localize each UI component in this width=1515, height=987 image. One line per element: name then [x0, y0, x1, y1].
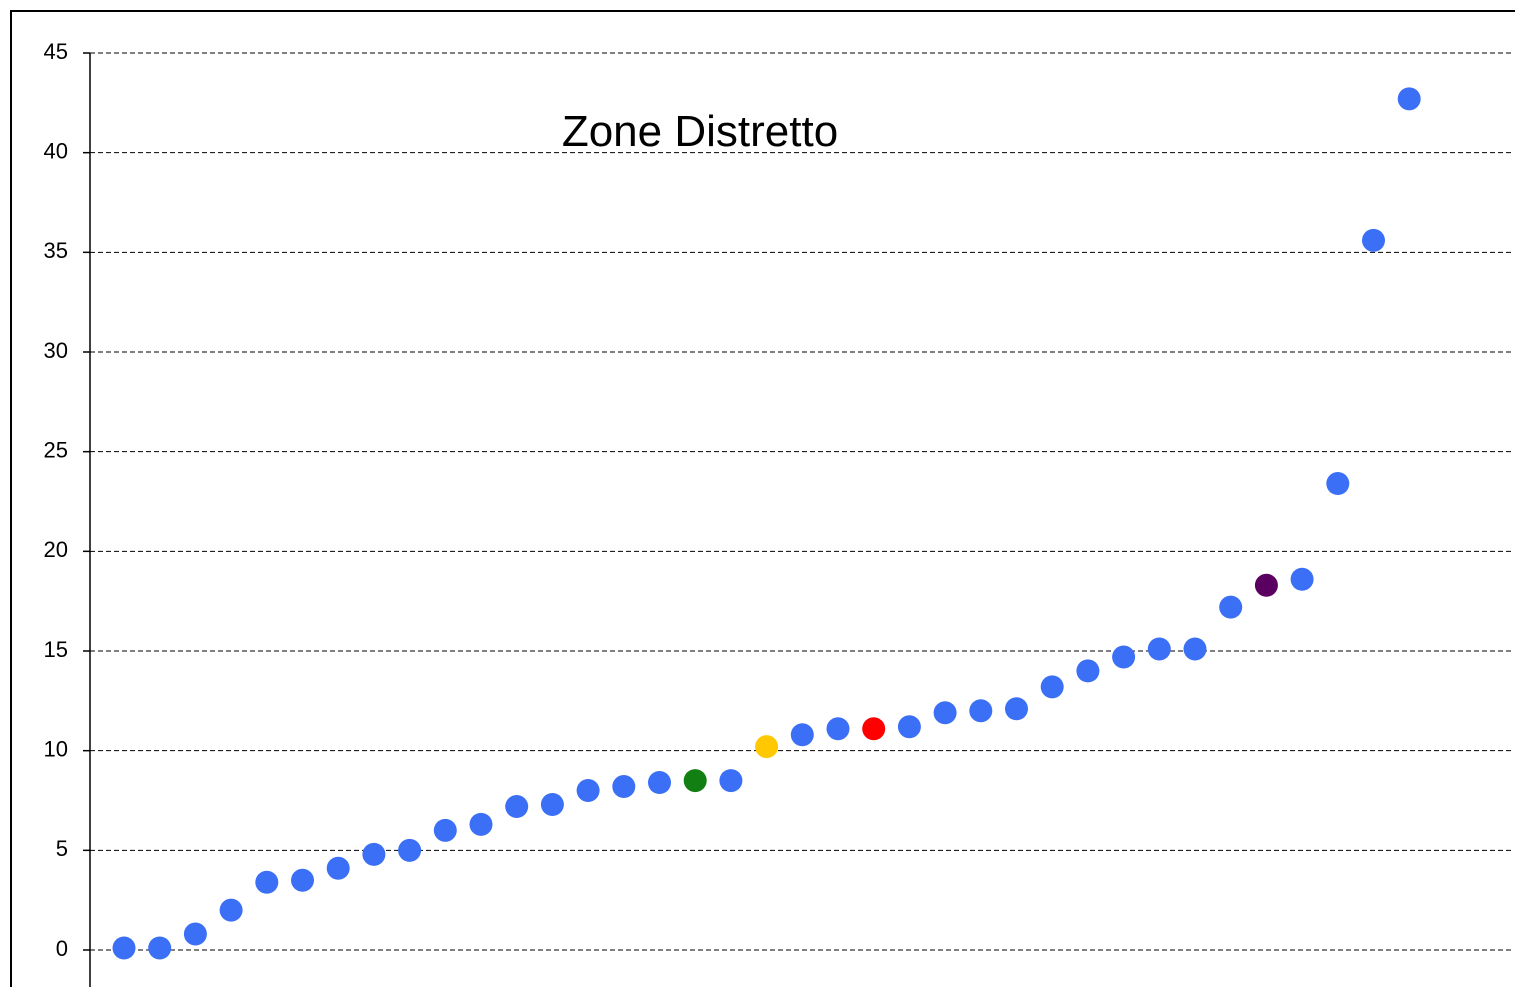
point	[112, 936, 136, 960]
y-tick-label: 25	[44, 437, 68, 462]
y-tick-label: 45	[44, 39, 68, 64]
point	[1397, 87, 1421, 111]
point	[1219, 595, 1243, 619]
point	[612, 775, 636, 799]
point	[790, 723, 814, 747]
chart-title: Zone Distretto	[562, 107, 838, 156]
chart-frame	[10, 10, 1515, 987]
point	[148, 936, 172, 960]
y-tick-label: 35	[44, 238, 68, 263]
point	[362, 842, 386, 866]
point	[1326, 472, 1350, 496]
y-tick-label: 10	[44, 736, 68, 761]
point	[862, 717, 886, 741]
point	[291, 868, 314, 892]
point	[897, 715, 921, 739]
point	[505, 794, 529, 818]
point	[1254, 573, 1278, 597]
point	[755, 735, 779, 759]
point	[1040, 675, 1064, 699]
y-tick-label: 40	[44, 138, 68, 163]
point	[969, 699, 993, 723]
y-tick-label: 15	[44, 637, 68, 662]
y-tick-label: 0	[56, 936, 68, 961]
point	[469, 812, 493, 836]
point	[933, 701, 957, 725]
point	[1076, 659, 1100, 683]
point	[255, 870, 279, 894]
point	[683, 769, 707, 793]
point	[1362, 228, 1385, 252]
point	[398, 838, 422, 862]
y-tick-label: 20	[44, 537, 68, 562]
point	[433, 818, 457, 842]
point	[219, 898, 243, 922]
point	[1183, 637, 1207, 661]
y-tick-label: 30	[44, 338, 68, 363]
point	[1290, 567, 1314, 591]
y-tick-label: 5	[56, 836, 68, 861]
point	[1005, 697, 1028, 721]
point	[183, 922, 207, 946]
point	[648, 771, 671, 795]
point	[826, 717, 850, 741]
point	[1147, 637, 1171, 661]
point	[576, 779, 600, 803]
point	[1112, 645, 1136, 669]
point	[719, 769, 743, 793]
point	[326, 856, 350, 880]
point	[540, 792, 564, 816]
